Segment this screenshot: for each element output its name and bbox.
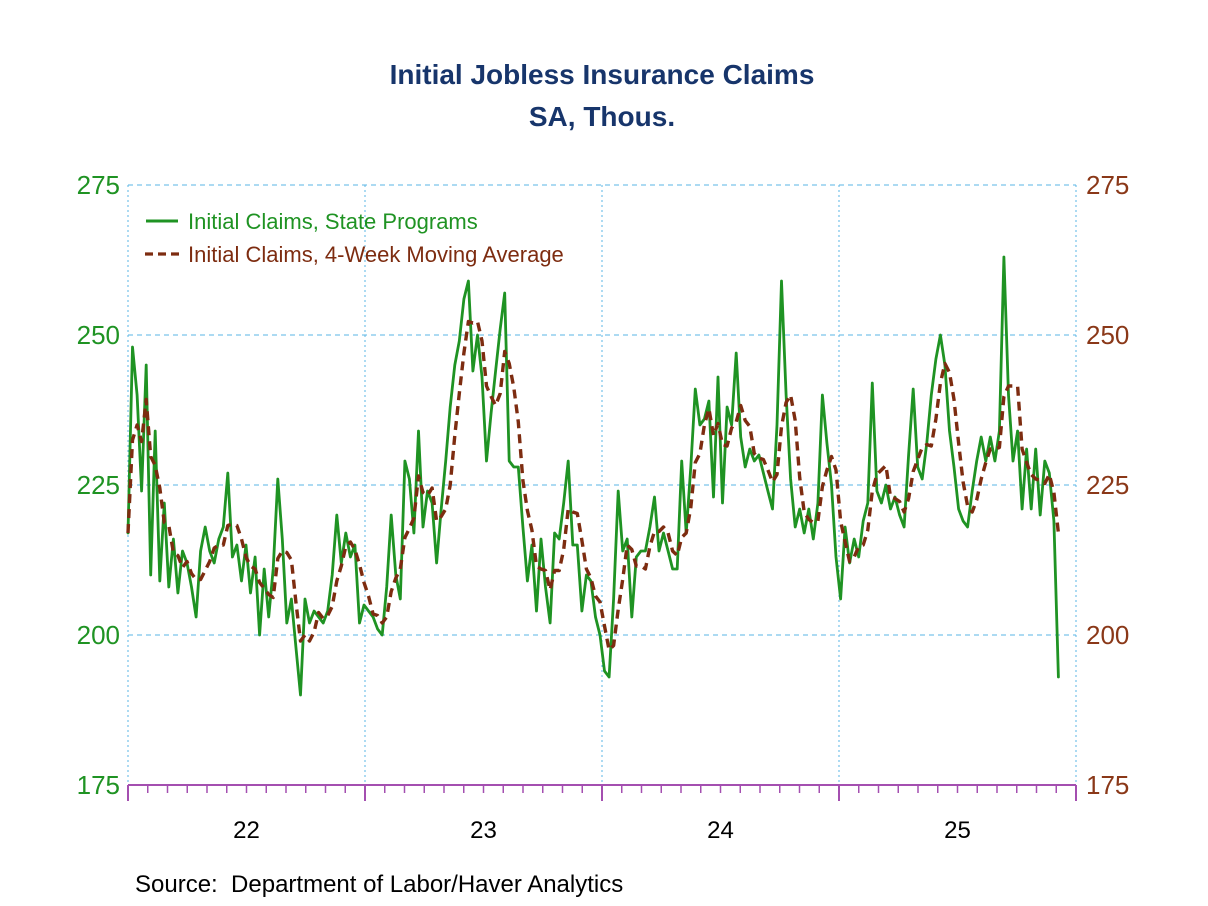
x-axis	[127, 784, 1077, 801]
y-tick-label-left-275: 275	[77, 170, 120, 200]
gridlines	[127, 184, 1077, 785]
y-tick-label-left-250: 250	[77, 320, 120, 350]
chart-subtitle: SA, Thous.	[529, 101, 675, 132]
x-year-label-22: 22	[233, 817, 260, 844]
x-axis-labels: 22 23 24 25	[233, 817, 971, 844]
y-tick-label-left-175: 175	[77, 770, 120, 800]
legend-label-state-programs: Initial Claims, State Programs	[188, 209, 478, 234]
data-series	[126, 255, 1061, 697]
legend: Initial Claims, State Programs Initial C…	[145, 209, 564, 267]
y-tick-label-right-200: 200	[1086, 620, 1129, 650]
series-state-programs	[126, 255, 1060, 697]
y-tick-label-right-225: 225	[1086, 470, 1129, 500]
y-axis-labels: 275 275 250 250 225 225 200 200 175 175	[77, 170, 1130, 800]
y-tick-label-right-275: 275	[1086, 170, 1129, 200]
x-year-label-23: 23	[470, 817, 497, 844]
series-4-week-moving-average	[126, 319, 1061, 652]
y-tick-label-left-200: 200	[77, 620, 120, 650]
x-year-label-25: 25	[944, 817, 971, 844]
chart-title: Initial Jobless Insurance Claims	[390, 59, 815, 90]
source-note: Source: Department of Labor/Haver Analyt…	[135, 871, 623, 898]
y-tick-label-left-225: 225	[77, 470, 120, 500]
legend-label-moving-average: Initial Claims, 4-Week Moving Average	[188, 242, 564, 267]
y-tick-label-right-175: 175	[1086, 770, 1129, 800]
x-year-label-24: 24	[707, 817, 734, 844]
y-tick-label-right-250: 250	[1086, 320, 1129, 350]
